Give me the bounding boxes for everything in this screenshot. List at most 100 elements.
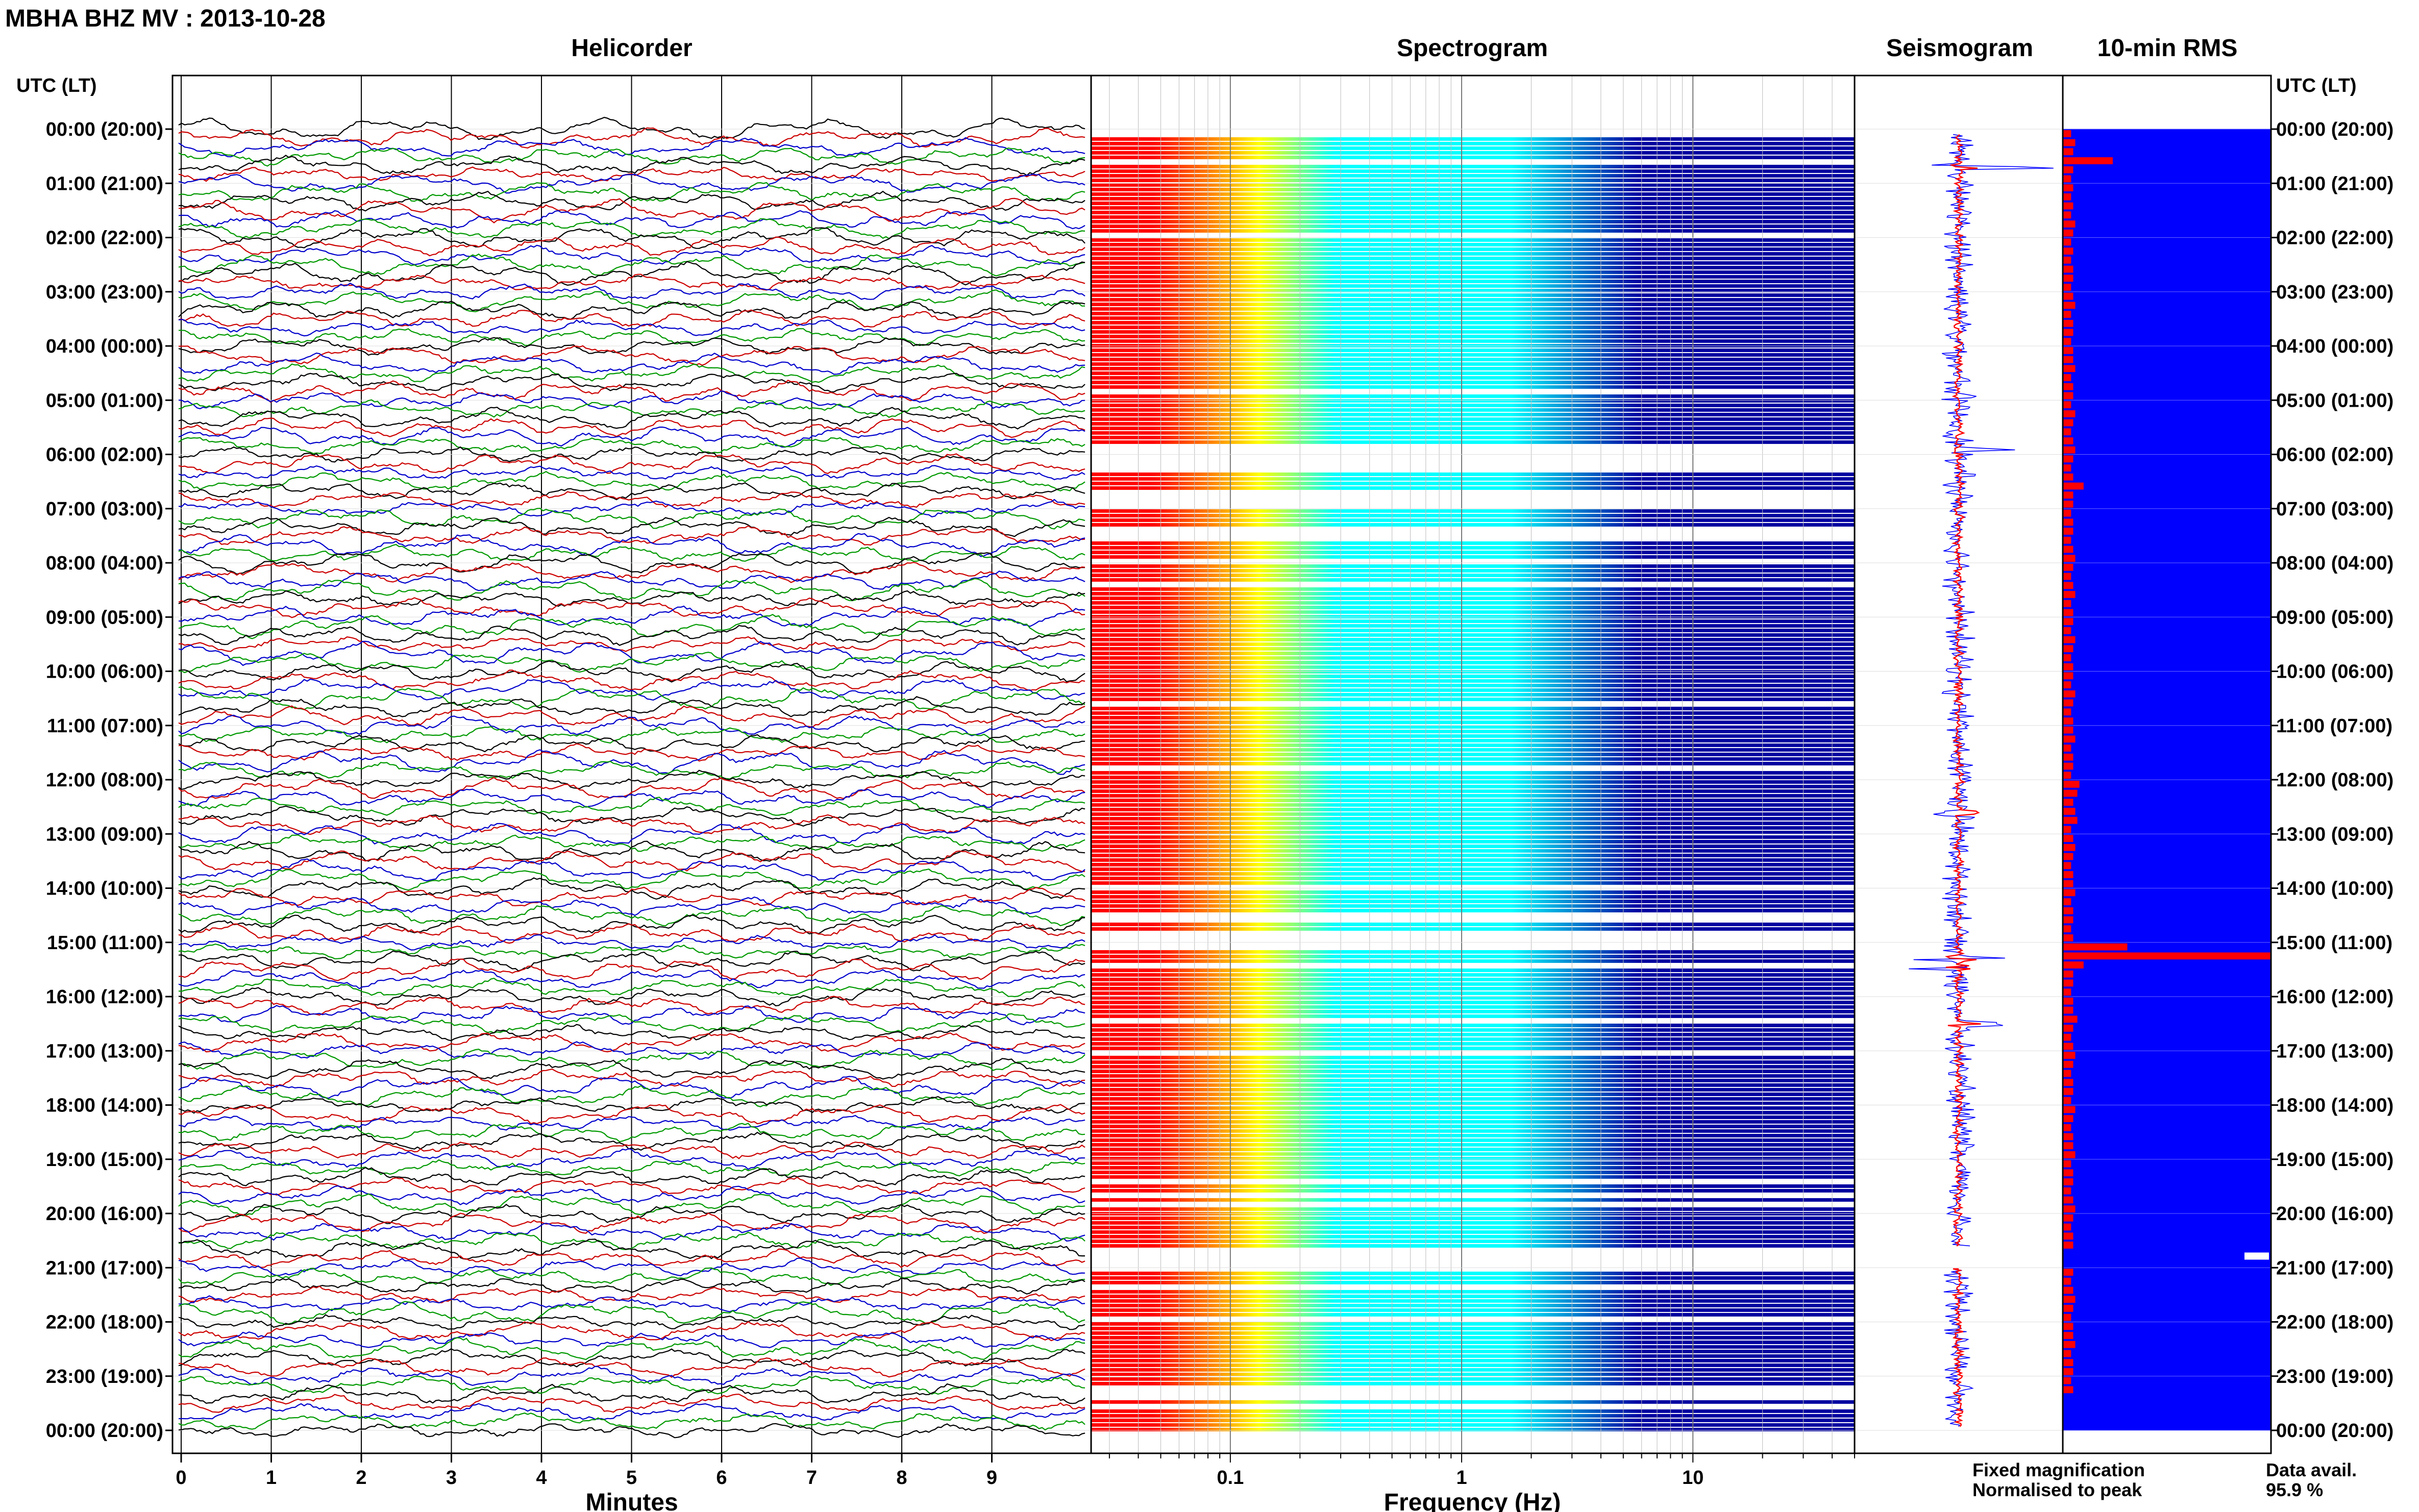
helicorder-trace xyxy=(178,426,1085,448)
rms-bar xyxy=(2063,229,2074,237)
spectrogram-band xyxy=(1091,325,1855,329)
spectrogram-band xyxy=(1091,1009,1855,1013)
spectrogram-band xyxy=(1091,683,1855,687)
rms-bar xyxy=(2063,338,2071,345)
rms-bar xyxy=(2063,708,2071,716)
spectrogram-band xyxy=(1091,573,1855,577)
helicorder-trace xyxy=(178,886,1085,907)
helicorder-trace xyxy=(178,1357,1085,1378)
rms-bar xyxy=(2063,202,2074,210)
rms-bar xyxy=(2063,998,2074,1005)
helicorder-trace xyxy=(178,1058,1085,1080)
helicorder-trace xyxy=(178,465,1085,480)
helicorder-trace xyxy=(178,507,1085,530)
helicorder-trace xyxy=(178,373,1085,393)
data-availability-label: Data avail. xyxy=(2266,1459,2357,1480)
rms-bar xyxy=(2063,347,2074,354)
spectrogram-band xyxy=(1091,1152,1855,1156)
time-tick-label: 09:00 (05:00) xyxy=(46,607,163,628)
helicorder-trace xyxy=(178,797,1085,816)
rms-bar xyxy=(2063,1368,2074,1375)
spectrogram-band xyxy=(1091,1400,1855,1404)
helicorder-trace xyxy=(178,210,1085,230)
time-tick-label: 05:00 (01:00) xyxy=(2276,390,2393,411)
rms-bar xyxy=(2063,835,2074,842)
spectrogram-band xyxy=(1091,647,1855,651)
helicorder-trace xyxy=(178,1365,1085,1386)
spectrogram-band xyxy=(1091,376,1855,380)
spectrogram-band xyxy=(1091,959,1855,963)
spectrogram-band xyxy=(1091,633,1855,637)
helicorder-trace xyxy=(178,127,1085,149)
rms-bar xyxy=(2063,528,2074,535)
spectrogram-band xyxy=(1091,1331,1855,1335)
spectrogram-band xyxy=(1091,229,1855,233)
spectrogram-band xyxy=(1091,311,1855,315)
spectrogram-band xyxy=(1091,637,1855,641)
spectrogram-band xyxy=(1091,780,1855,784)
spectrogram-band xyxy=(1091,1225,1855,1229)
rms-bar xyxy=(2063,1160,2071,1168)
time-tick-label: 09:00 (05:00) xyxy=(2276,607,2393,628)
rms-bar xyxy=(2063,1097,2071,1104)
rms-bar xyxy=(2063,184,2074,191)
helicorder-trace xyxy=(178,749,1085,775)
rms-bar xyxy=(2063,1323,2074,1330)
rms-bar xyxy=(2063,1350,2071,1357)
spectrogram-band xyxy=(1091,697,1855,701)
helicorder-trace xyxy=(178,1104,1085,1125)
time-tick-label: 22:00 (18:00) xyxy=(46,1312,163,1333)
helicorder-trace xyxy=(178,1383,1085,1404)
helicorder-x-tick-label: 2 xyxy=(356,1467,366,1489)
rms-bar xyxy=(2063,1025,2074,1032)
helicorder-trace xyxy=(179,197,1085,224)
spectrogram-band xyxy=(1091,876,1855,880)
spectrogram-band xyxy=(1091,853,1855,857)
spectrogram-band xyxy=(1091,968,1855,972)
rms-bar xyxy=(2063,1178,2074,1185)
rms-bar xyxy=(2063,292,2074,300)
time-tick-label: 03:00 (23:00) xyxy=(2276,282,2393,303)
helicorder-trace xyxy=(178,253,1085,277)
helicorder-trace xyxy=(178,578,1085,602)
spectrogram-band xyxy=(1091,1198,1855,1202)
helicorder-trace xyxy=(178,1013,1085,1034)
spectrogram-band xyxy=(1091,141,1855,145)
time-tick-label: 01:00 (21:00) xyxy=(46,173,163,194)
spectrogram-band xyxy=(1091,201,1855,205)
rms-bar xyxy=(2063,582,2074,589)
rms-bar xyxy=(2063,600,2071,607)
helicorder-trace xyxy=(178,379,1085,403)
rms-bar xyxy=(2063,329,2074,336)
spectrogram-band xyxy=(1091,435,1855,439)
spectrogram-band xyxy=(1091,1064,1855,1069)
spectrogram-band xyxy=(1091,775,1855,779)
helicorder-title: Helicorder xyxy=(571,35,692,62)
rms-bar xyxy=(2063,826,2071,833)
spectrogram-band xyxy=(1091,922,1855,926)
helicorder-trace xyxy=(178,1032,1085,1053)
rms-bar xyxy=(2063,907,2074,914)
helicorder-trace xyxy=(178,1267,1085,1286)
spectrogram-band xyxy=(1091,1115,1855,1119)
helicorder-trace xyxy=(178,934,1085,951)
rms-bar xyxy=(2063,392,2074,400)
rms-bar xyxy=(2063,970,2074,978)
spectrogram-band xyxy=(1091,403,1855,407)
helicorder-trace xyxy=(178,289,1085,312)
helicorder-trace xyxy=(178,1123,1085,1143)
time-tick-label: 08:00 (04:00) xyxy=(2276,553,2393,574)
helicorder-x-tick-label: 7 xyxy=(806,1467,817,1489)
helicorder-trace xyxy=(178,1348,1085,1368)
spectrogram-band xyxy=(1091,422,1855,426)
helicorder-x-tick-label: 3 xyxy=(446,1467,457,1489)
spectrogram-band xyxy=(1091,1280,1855,1284)
time-tick-label: 14:00 (10:00) xyxy=(2276,878,2393,900)
rms-bar xyxy=(2063,1386,2074,1394)
rms-bar xyxy=(2063,1269,2074,1276)
rms-bar xyxy=(2063,1305,2074,1312)
spectrogram-band xyxy=(1091,1097,1855,1101)
helicorder-trace xyxy=(178,533,1085,557)
spectrogram-band xyxy=(1091,293,1855,297)
helicorder-trace xyxy=(178,525,1085,546)
